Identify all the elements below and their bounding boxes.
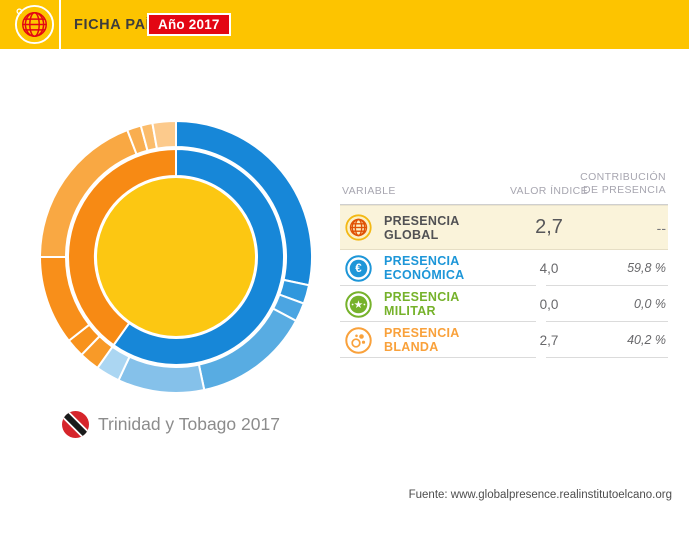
country-label: Trinidad y Tobago 2017 — [98, 414, 280, 434]
inner-contribution-ring-segment-0 — [112, 147, 285, 366]
military-star-icon: ★ — [345, 290, 372, 318]
app-header: FICHA PAÍS Año 2017 — [0, 0, 689, 49]
economic-euro-icon: € — [345, 254, 372, 282]
row-value: 2,7 — [539, 332, 559, 348]
table-header-row: VARIABLE VALOR ÍNDICE CONTRIBUCIÓN DE PR… — [340, 168, 668, 205]
table-row-blanda: PRESENCIA BLANDA 2,7 40,2 % — [340, 322, 668, 358]
table-row-economica: € PRESENCIA ECONÓMICA 4,0 59,8 % — [340, 250, 668, 286]
row-contribution: -- — [656, 219, 666, 236]
outer-subdimension-ring-segment-12 — [151, 119, 177, 150]
page-title: FICHA PAÍS — [74, 16, 161, 33]
chart-center — [97, 178, 255, 336]
column-header-contribution: CONTRIBUCIÓN DE PRESENCIA — [580, 171, 666, 196]
row-value: 0,0 — [539, 296, 559, 312]
row-label: PRESENCIA ECONÓMICA — [384, 254, 465, 282]
row-label: PRESENCIA MILITAR — [384, 290, 460, 318]
svg-text:★: ★ — [354, 298, 363, 310]
soft-presence-dots-icon — [345, 326, 372, 354]
sunburst-chart — [38, 119, 314, 394]
column-header-variable: VARIABLE — [342, 185, 396, 197]
header-divider — [59, 0, 61, 49]
presence-table: VARIABLE VALOR ÍNDICE CONTRIBUCIÓN DE PR… — [340, 168, 668, 358]
country-caption: Trinidad y Tobago 2017 — [62, 411, 280, 438]
row-contribution: 0,0 % — [634, 297, 666, 311]
table-row-global: PRESENCIA GLOBAL 2,7 -- — [340, 205, 668, 250]
svg-text:€: € — [355, 263, 362, 275]
row-label: PRESENCIA BLANDA — [384, 326, 460, 354]
column-header-value: VALOR ÍNDICE — [509, 185, 589, 197]
source-footer: Fuente: www.globalpresence.realinstituto… — [408, 489, 672, 501]
row-value: 2,7 — [535, 216, 563, 238]
table-row-militar: ★ PRESENCIA MILITAR 0,0 0,0 % — [340, 286, 668, 322]
trinidad-flag-icon — [62, 411, 89, 438]
row-label: PRESENCIA GLOBAL — [384, 213, 460, 242]
inner-contribution-ring-segment-1 — [67, 147, 177, 347]
globe-logo-icon — [14, 4, 55, 45]
year-badge: Año 2017 — [147, 13, 231, 36]
row-contribution: 59,8 % — [627, 261, 666, 275]
row-contribution: 40,2 % — [627, 333, 666, 347]
global-globe-icon — [345, 214, 372, 241]
row-value: 4,0 — [539, 260, 559, 276]
